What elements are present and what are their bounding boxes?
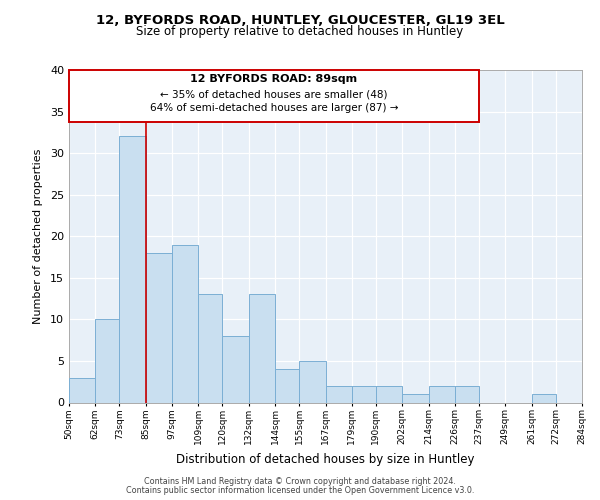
Bar xyxy=(299,361,325,403)
Text: ← 35% of detached houses are smaller (48): ← 35% of detached houses are smaller (48… xyxy=(160,89,388,99)
Text: Contains public sector information licensed under the Open Government Licence v3: Contains public sector information licen… xyxy=(126,486,474,495)
Bar xyxy=(582,394,600,402)
Bar xyxy=(172,244,199,402)
Bar xyxy=(352,386,376,402)
Bar xyxy=(199,294,223,403)
Bar xyxy=(325,386,352,402)
Text: 64% of semi-detached houses are larger (87) →: 64% of semi-detached houses are larger (… xyxy=(150,103,398,113)
Bar xyxy=(402,394,428,402)
Bar xyxy=(275,369,299,402)
Y-axis label: Number of detached properties: Number of detached properties xyxy=(33,148,43,324)
X-axis label: Distribution of detached houses by size in Huntley: Distribution of detached houses by size … xyxy=(176,453,475,466)
Bar xyxy=(428,386,455,402)
Bar xyxy=(119,136,146,402)
Bar xyxy=(95,320,119,402)
Text: Size of property relative to detached houses in Huntley: Size of property relative to detached ho… xyxy=(136,25,464,38)
Bar xyxy=(532,394,556,402)
Text: Contains HM Land Registry data © Crown copyright and database right 2024.: Contains HM Land Registry data © Crown c… xyxy=(144,477,456,486)
Bar xyxy=(146,253,172,402)
Bar xyxy=(376,386,402,402)
Text: 12 BYFORDS ROAD: 89sqm: 12 BYFORDS ROAD: 89sqm xyxy=(190,74,358,84)
Bar xyxy=(455,386,479,402)
Text: 12, BYFORDS ROAD, HUNTLEY, GLOUCESTER, GL19 3EL: 12, BYFORDS ROAD, HUNTLEY, GLOUCESTER, G… xyxy=(95,14,505,27)
Bar xyxy=(249,294,275,403)
FancyBboxPatch shape xyxy=(69,70,479,122)
Bar xyxy=(69,378,95,402)
Bar xyxy=(223,336,249,402)
